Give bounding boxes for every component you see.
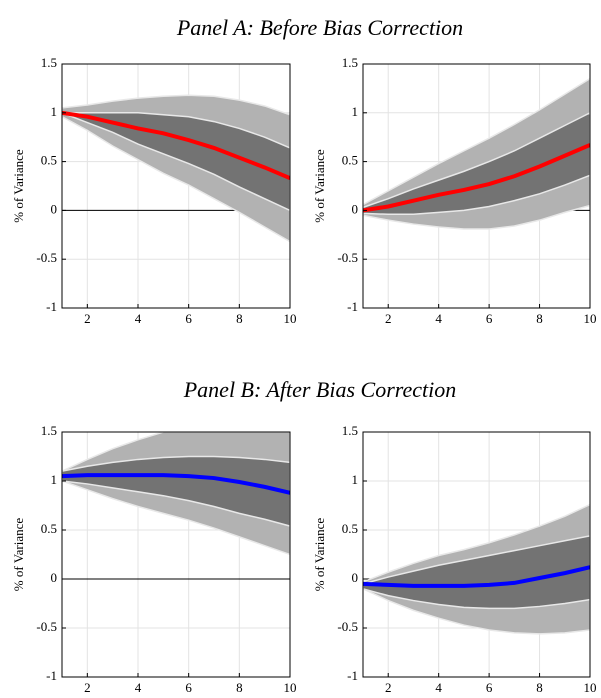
x-tick-label: 8 (536, 680, 543, 695)
median-line (363, 565, 590, 588)
confidence-band (62, 112, 290, 212)
axes-box (362, 63, 591, 309)
y-tick-label: 1 (51, 472, 58, 487)
x-tick-label: 10 (584, 311, 597, 326)
y-tick-label: -0.5 (337, 250, 358, 265)
x-tick-label: 8 (236, 680, 243, 695)
x-tick-label: 4 (435, 680, 442, 695)
x-tick-label: 4 (135, 311, 142, 326)
axes-box (362, 431, 591, 678)
x-tick-label: 10 (584, 680, 597, 695)
confidence-band (363, 535, 590, 610)
y-tick-label: 0.5 (342, 153, 358, 168)
x-tick-label: 4 (135, 680, 142, 695)
y-tick-label: 1.5 (41, 423, 57, 438)
y-tick-label: 0.5 (41, 521, 57, 536)
median-line (363, 143, 590, 213)
y-axis-label: % of Variance (312, 149, 327, 223)
y-tick-label: 1 (51, 104, 58, 119)
x-tick-label: 10 (284, 311, 297, 326)
y-tick-label: 1.5 (342, 423, 358, 438)
y-tick-label: -0.5 (36, 250, 57, 265)
y-tick-label: 0.5 (41, 153, 57, 168)
y-tick-label: 0.5 (342, 521, 358, 536)
y-tick-label: -1 (46, 668, 57, 683)
axes-box (61, 431, 291, 678)
panel-title: Panel A: Before Bias Correction (176, 15, 463, 40)
y-tick-label: 1.5 (41, 55, 57, 70)
x-tick-label: 6 (486, 311, 493, 326)
x-tick-label: 2 (84, 311, 91, 326)
y-tick-label: -0.5 (337, 619, 358, 634)
x-tick-label: 6 (185, 680, 192, 695)
y-tick-label: -1 (347, 299, 358, 314)
y-tick-label: -0.5 (36, 619, 57, 634)
x-tick-label: 8 (536, 311, 543, 326)
y-tick-label: 0 (352, 570, 359, 585)
plot-area (363, 64, 590, 308)
y-tick-label: 0 (51, 201, 58, 216)
y-axis-label: % of Variance (11, 518, 26, 592)
confidence-band (363, 111, 590, 216)
plot-area (62, 432, 290, 677)
y-tick-label: -1 (347, 668, 358, 683)
x-tick-label: 2 (385, 680, 392, 695)
y-tick-label: 1 (352, 472, 359, 487)
median-line (62, 110, 290, 181)
y-tick-label: 1 (352, 104, 359, 119)
x-tick-label: 2 (385, 311, 392, 326)
plot-area (363, 432, 590, 677)
panel-title: Panel B: After Bias Correction (183, 377, 457, 402)
plot-area (62, 64, 290, 308)
y-tick-label: -1 (46, 299, 57, 314)
median-line (62, 473, 290, 495)
y-tick-label: 0 (352, 201, 359, 216)
x-tick-label: 2 (84, 680, 91, 695)
x-tick-label: 10 (284, 680, 297, 695)
x-tick-label: 6 (486, 680, 493, 695)
y-axis-label: % of Variance (11, 149, 26, 223)
axes-box (61, 63, 291, 309)
y-tick-label: 0 (51, 570, 58, 585)
x-tick-label: 8 (236, 311, 243, 326)
x-tick-label: 6 (185, 311, 192, 326)
x-tick-label: 4 (435, 311, 442, 326)
y-tick-label: 1.5 (342, 55, 358, 70)
y-axis-label: % of Variance (312, 518, 327, 592)
